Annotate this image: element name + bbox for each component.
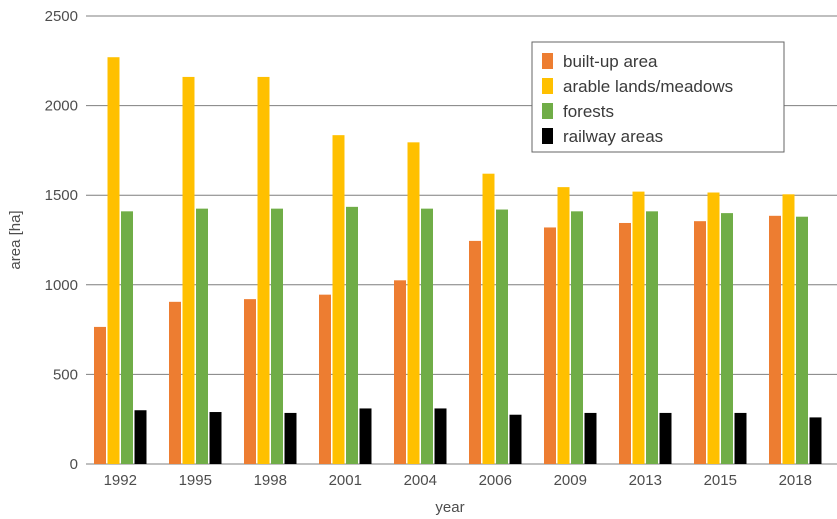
bar-arable-lands-meadows-2013 — [632, 191, 645, 464]
bar-forests-2013 — [646, 211, 658, 464]
legend-swatch — [542, 128, 553, 144]
x-tick-label: 1998 — [254, 472, 287, 489]
x-tick-label: 2009 — [554, 472, 587, 489]
bars — [94, 57, 822, 465]
bar-built-up-area-1995 — [169, 301, 181, 464]
bar-forests-1992 — [121, 211, 133, 464]
y-tick-label: 1500 — [45, 187, 78, 204]
bar-built-up-area-2009 — [544, 227, 556, 464]
bar-railway-areas-2001 — [359, 408, 372, 464]
y-tick-label: 1000 — [45, 277, 78, 294]
bar-arable-lands-meadows-2006 — [482, 173, 495, 465]
legend-box — [531, 41, 785, 153]
bar-railway-areas-2006 — [509, 414, 522, 464]
bar-arable-lands-meadows-1998 — [257, 76, 270, 464]
y-tick-label: 2500 — [45, 8, 78, 25]
bar-railway-areas-1992 — [134, 410, 147, 464]
bar-arable-lands-meadows-1992 — [107, 57, 120, 464]
bar-railway-areas-2018 — [809, 417, 822, 464]
bar-railway-areas-2009 — [584, 412, 597, 464]
legend-label: arable lands/meadows — [563, 77, 733, 96]
bar-arable-lands-meadows-2009 — [557, 187, 570, 465]
bar-forests-2001 — [346, 206, 358, 464]
x-tick-label: 1992 — [104, 472, 137, 489]
x-tick-label: 2015 — [704, 472, 737, 489]
legend-swatch — [542, 78, 553, 94]
bar-arable-lands-meadows-2015 — [707, 192, 720, 464]
x-tick-label: 1995 — [179, 472, 212, 489]
x-tick-label: 2001 — [329, 472, 362, 489]
bar-forests-1998 — [271, 208, 283, 464]
legend-label: built-up area — [563, 52, 658, 71]
bar-arable-lands-meadows-2001 — [332, 135, 345, 464]
x-axis-title: year — [435, 499, 464, 516]
bar-railway-areas-2015 — [734, 412, 747, 464]
bar-built-up-area-1992 — [94, 326, 106, 464]
bar-arable-lands-meadows-1995 — [182, 76, 195, 464]
y-tick-label: 2000 — [45, 98, 78, 115]
x-tick-label: 2006 — [479, 472, 512, 489]
bar-railway-areas-1995 — [209, 412, 222, 464]
bar-built-up-area-2004 — [394, 280, 406, 464]
bar-arable-lands-meadows-2018 — [782, 194, 795, 464]
bar-railway-areas-2013 — [659, 412, 672, 464]
bar-built-up-area-2013 — [619, 222, 631, 464]
y-tick-labels: 0 500 1000 1500 2000 2500 — [45, 8, 78, 473]
x-tick-label: 2013 — [629, 472, 662, 489]
y-tick-label: 500 — [53, 366, 78, 383]
bar-forests-2006 — [496, 209, 508, 464]
y-tick-label: 0 — [70, 456, 78, 473]
bar-built-up-area-2001 — [319, 294, 331, 464]
legend-swatch — [542, 53, 553, 69]
bar-railway-areas-1998 — [284, 412, 297, 464]
bar-forests-1995 — [196, 208, 208, 464]
x-tick-label: 2018 — [779, 472, 812, 489]
bar-forests-2018 — [796, 216, 808, 464]
legend-label: railway areas — [563, 127, 663, 146]
x-tick-label: 2004 — [404, 472, 437, 489]
bar-built-up-area-2018 — [769, 215, 781, 464]
bar-built-up-area-2006 — [469, 240, 481, 464]
bar-railway-areas-2004 — [434, 408, 447, 464]
legend: built-up area arable lands/meadows forests… — [531, 41, 785, 153]
bar-built-up-area-1998 — [244, 299, 256, 464]
legend-label: forests — [563, 102, 614, 121]
x-tick-labels: 1992 1995 1998 2001 2004 2006 2009 2013 2015 2018 — [104, 472, 812, 489]
bar-arable-lands-meadows-2004 — [407, 142, 420, 464]
y-axis-title: area [ha] — [7, 210, 24, 269]
bar-built-up-area-2015 — [694, 221, 706, 464]
bar-forests-2009 — [571, 211, 583, 464]
legend-swatch — [542, 103, 553, 119]
bar-forests-2015 — [721, 213, 733, 464]
bar-forests-2004 — [421, 208, 433, 464]
